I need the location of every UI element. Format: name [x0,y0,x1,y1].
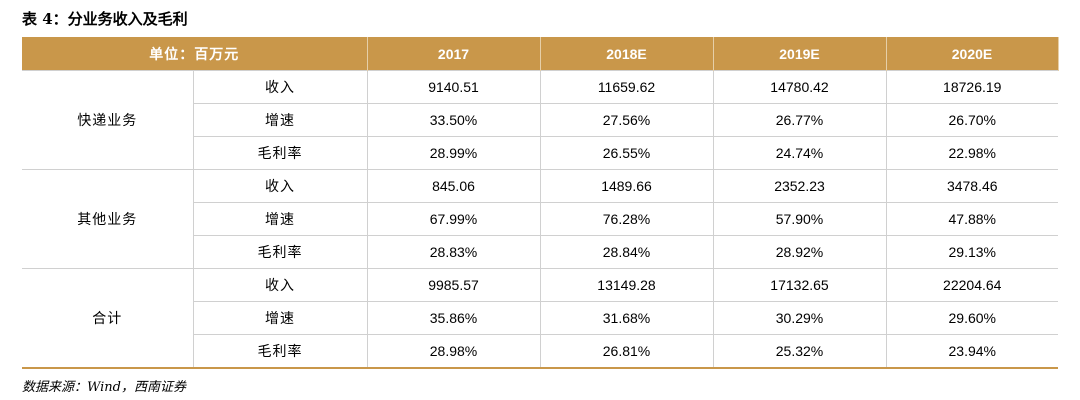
header-cell: 2018E [540,37,714,71]
value-cell: 1489.66 [539,169,714,203]
row-label: 收入 [192,70,368,104]
value-cell: 29.60% [885,301,1058,335]
value-cell: 28.92% [712,235,887,269]
value-cell: 26.77% [712,103,887,137]
row-label: 收入 [192,268,368,302]
value-cell: 24.74% [712,136,887,170]
row-label: 增速 [193,103,368,137]
row-label: 毛利率 [193,235,368,269]
header-cell: 单位：百万元 [22,37,368,71]
table-body: 快递业务 收入 9140.51 11659.62 14780.42 18726.19 增速 3… [22,70,1058,369]
value-cell: 47.88% [885,202,1058,236]
value-cell: 76.28% [539,202,714,236]
value-cell: 26.81% [539,334,714,369]
value-cell: 35.86% [366,301,541,335]
value-cell: 31.68% [539,301,714,335]
row-label: 收入 [192,169,368,203]
table-row: 毛利率 28.99% 26.55% 24.74% 22.98% [22,136,1058,170]
group-label: 快递业务 [22,70,194,170]
table-row: 合计 收入 9985.57 13149.28 17132.65 22204.64 [22,268,1058,369]
value-cell: 17132.65 [712,268,887,302]
value-cell: 26.55% [539,136,714,170]
value-cell: 14780.42 [712,70,887,104]
value-cell: 9985.57 [366,268,541,302]
value-cell: 28.84% [539,235,714,269]
table-row: 增速 35.86% 31.68% 30.29% 29.60% [22,301,1058,335]
value-cell: 3478.46 [885,169,1058,203]
table-row: 快递业务 收入 9140.51 11659.62 14780.42 18726.19 [22,70,1058,170]
value-cell: 18726.19 [885,70,1058,104]
value-cell: 67.99% [366,202,541,236]
value-cell: 9140.51 [366,70,541,104]
value-cell: 22.98% [885,136,1058,170]
table-row: 毛利率 28.98% 26.81% 25.32% 23.94% [22,334,1058,369]
value-cell: 57.90% [712,202,887,236]
table-row: 其他业务 收入 845.06 1489.66 2352.23 3478.46 [22,169,1058,269]
table: 单位：百万元 2017 2018E 2019E 2020E 快递业务 收入 9140.51 1… [22,37,1059,369]
value-cell: 27.56% [539,103,714,137]
value-cell: 13149.28 [539,268,714,302]
table-row: 毛利率 28.83% 28.84% 28.92% 29.13% [22,235,1058,269]
value-cell: 22204.64 [885,268,1058,302]
value-cell: 30.29% [712,301,887,335]
value-cell: 26.70% [885,103,1058,137]
group-label: 其他业务 [22,169,194,269]
value-cell: 29.13% [885,235,1058,269]
row-label: 毛利率 [193,136,368,170]
value-cell: 33.50% [366,103,541,137]
value-cell: 25.32% [712,334,887,369]
row-label: 增速 [193,301,368,335]
table-title: 表 4：分业务收入及毛利 [22,10,188,28]
group-label: 合计 [22,268,194,369]
header-cell: 2020E [886,37,1059,71]
value-cell: 11659.62 [539,70,714,104]
source-note: 数据来源：Wind，西南证券 [22,380,186,395]
value-cell: 28.83% [366,235,541,269]
row-label: 增速 [193,202,368,236]
value-cell: 28.99% [366,136,541,170]
value-cell: 2352.23 [712,169,887,203]
header-cell: 2017 [367,37,541,71]
row-label: 毛利率 [193,334,368,369]
value-cell: 845.06 [366,169,541,203]
value-cell: 28.98% [366,334,541,369]
value-cell: 23.94% [885,334,1058,369]
header-cell: 2019E [713,37,887,71]
header-row: 单位：百万元 2017 2018E 2019E 2020E [22,37,1059,71]
table-row: 增速 67.99% 76.28% 57.90% 47.88% [22,202,1058,236]
